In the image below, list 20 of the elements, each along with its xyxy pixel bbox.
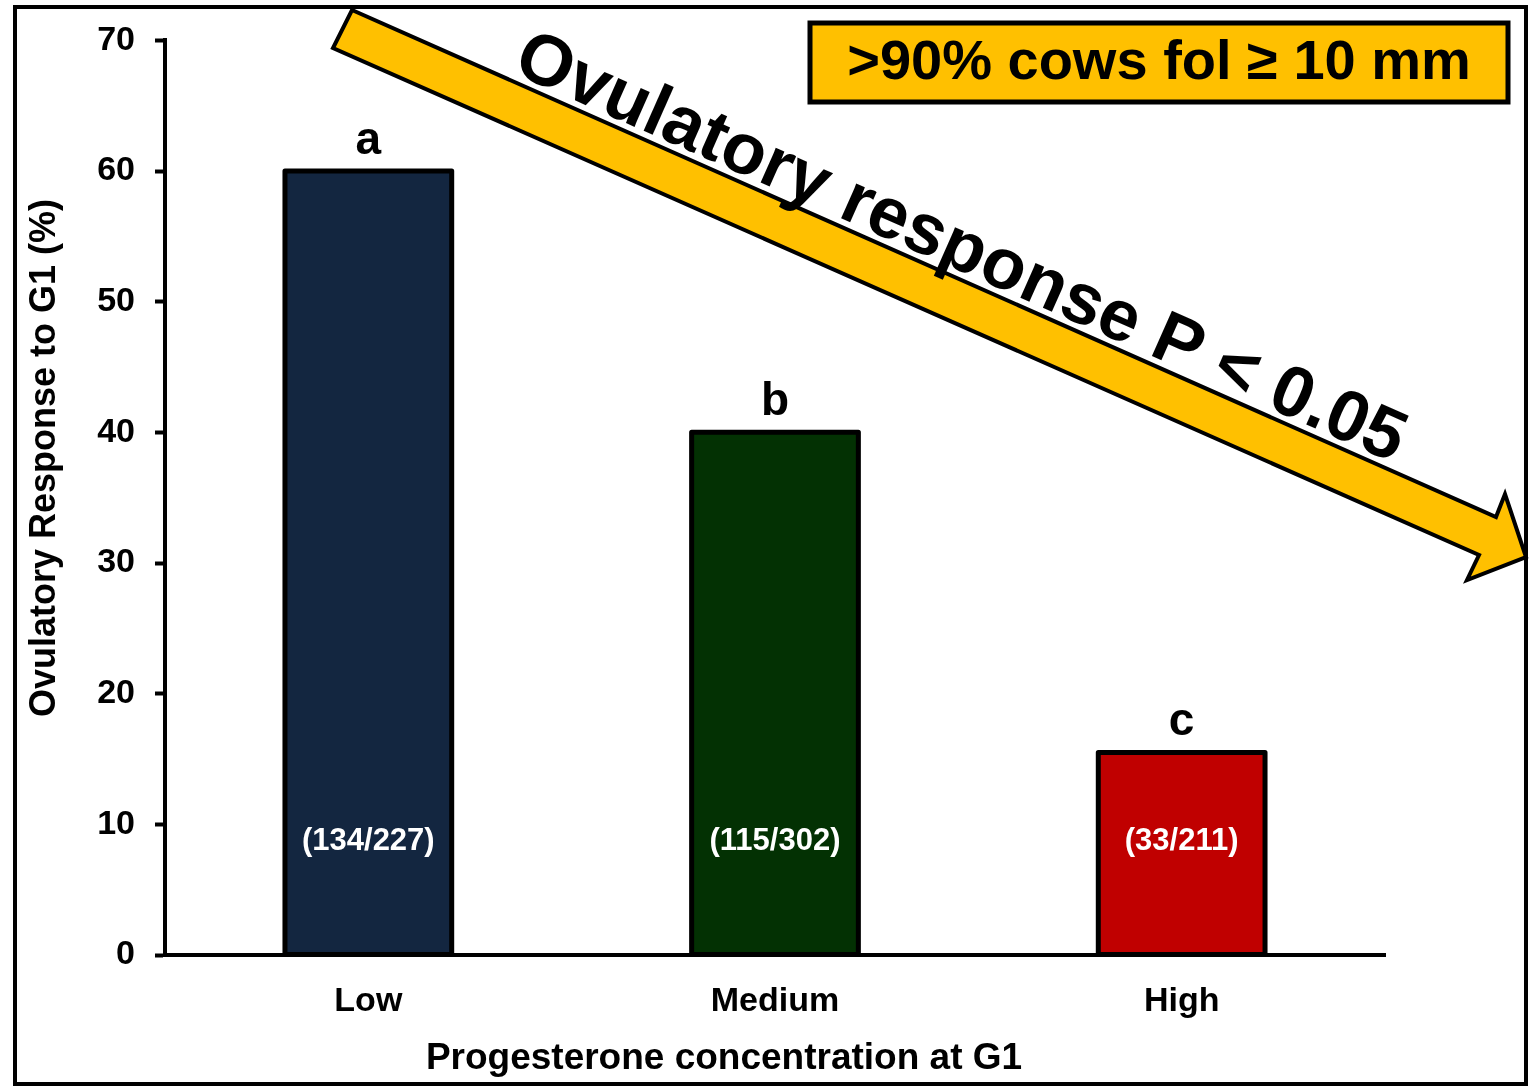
y-tick-label: 10 xyxy=(97,802,135,841)
y-tick-label: 20 xyxy=(97,672,135,711)
y-tick-label: 0 xyxy=(116,933,135,972)
annotation: c xyxy=(1168,693,1195,746)
y-tick-label: 60 xyxy=(97,149,135,188)
y-tick-label: 50 xyxy=(97,280,135,319)
y-axis-title: Ovulatory Response to G1 (%) xyxy=(21,198,63,718)
x-axis-title: Progesterone concentration at G1 xyxy=(425,1036,1023,1078)
y-tick-label: 40 xyxy=(97,410,135,449)
data-label: (134/227) xyxy=(301,822,435,858)
annotation: b xyxy=(760,373,790,426)
data-label: (115/302) xyxy=(709,822,841,858)
y-tick-label: 70 xyxy=(97,18,135,57)
data-label: (33/211) xyxy=(1124,822,1239,858)
x-tick-label: Low xyxy=(334,979,403,1018)
x-tick-label: Medium xyxy=(710,979,840,1018)
annotation: >90% cows fol ≥ 10 mm xyxy=(847,28,1471,92)
annotation: a xyxy=(355,112,382,165)
x-tick-label: High xyxy=(1143,979,1220,1018)
y-tick-label: 30 xyxy=(97,541,135,580)
